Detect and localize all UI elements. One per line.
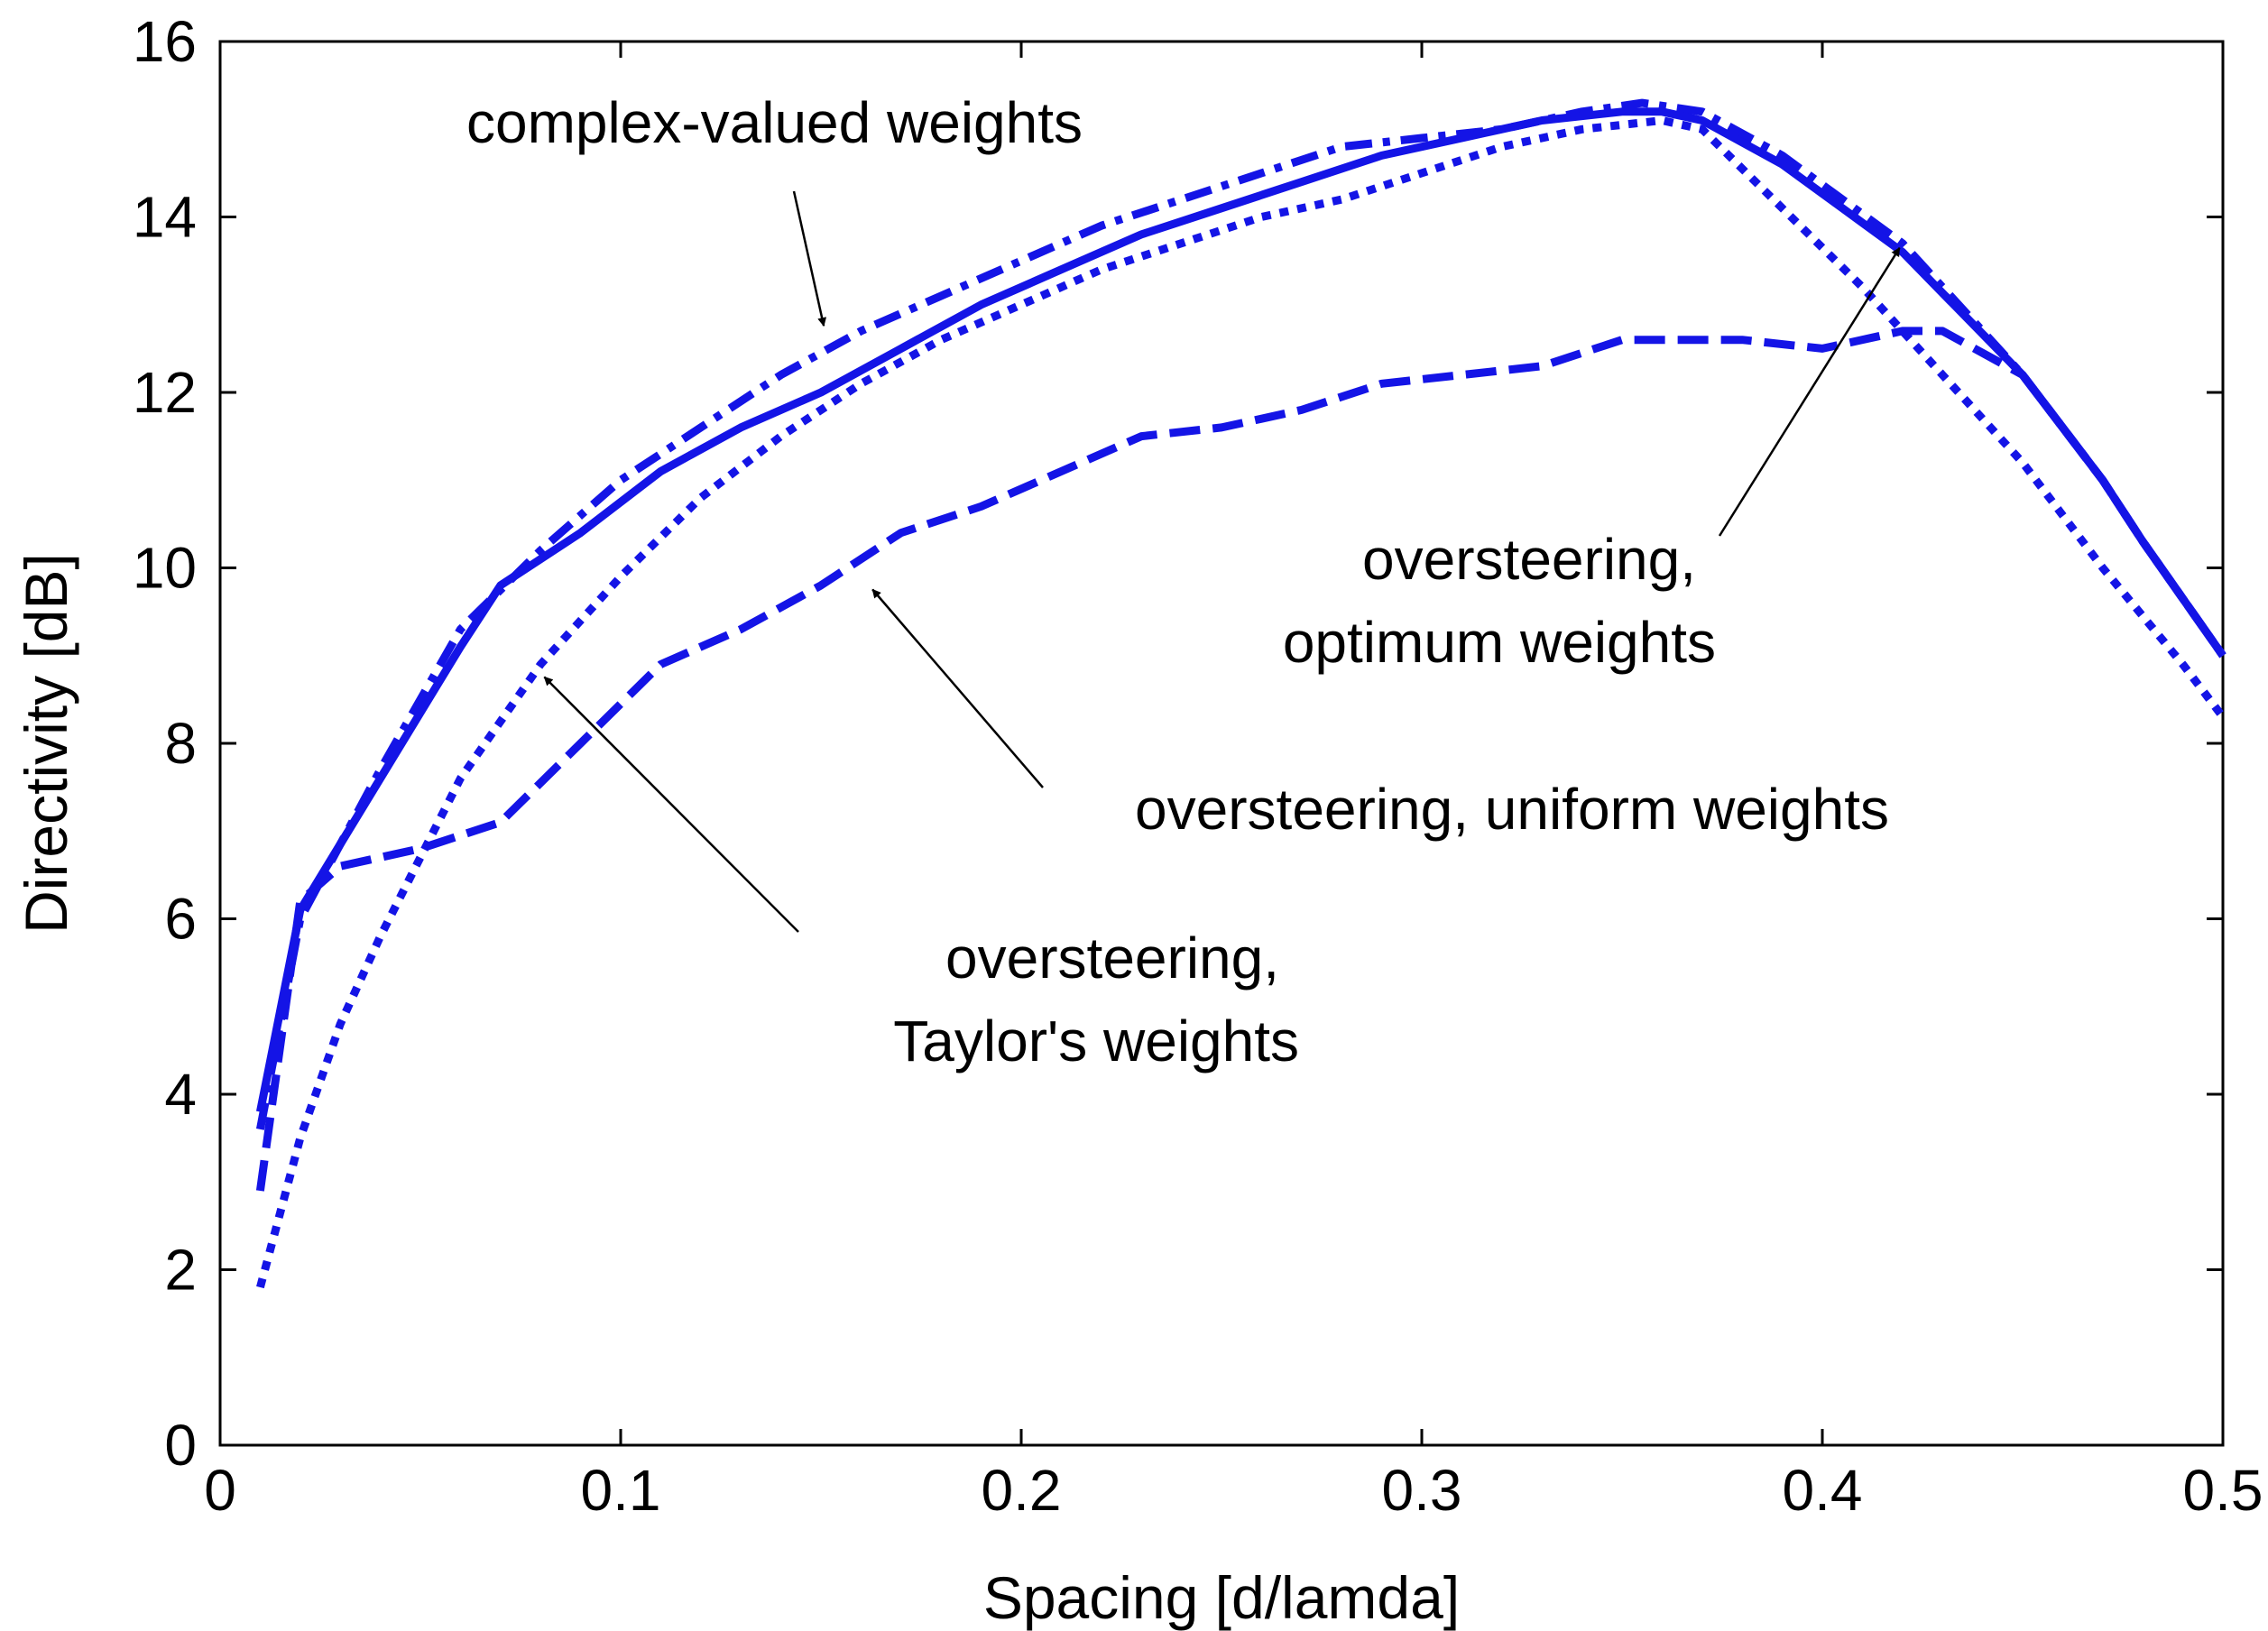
- x-tick-label: 0: [204, 1458, 236, 1523]
- annotations: complex-valued weights oversteering, optim…: [466, 90, 1901, 1074]
- y-tick-label: 8: [164, 711, 197, 776]
- x-tick-label: 0.3: [1382, 1458, 1462, 1523]
- y-tick-label: 4: [164, 1062, 197, 1127]
- annotation-arrow: [1718, 246, 1901, 537]
- y-axis-label: Directivity [dB]: [13, 553, 79, 934]
- annotation-text: oversteering, uniform weights: [1135, 777, 1889, 842]
- annotation-text: Taylor's weights: [893, 1009, 1299, 1074]
- x-axis-label: Spacing [d/lamda]: [983, 1564, 1460, 1631]
- annotation-text: complex-valued weights: [466, 90, 1083, 155]
- annotation: oversteering, Taylor's weights: [543, 676, 1299, 1074]
- y-tick-label: 10: [133, 536, 197, 601]
- series-lines: [255, 98, 2227, 1289]
- series-line-oversteering-uniform-weights: [255, 327, 2227, 1192]
- annotation-arrow: [543, 676, 799, 933]
- annotation: oversteering, uniform weights: [871, 588, 1889, 842]
- y-tick-label: 12: [133, 360, 197, 425]
- annotation-arrow: [871, 588, 1044, 788]
- y-tick-label: 6: [164, 887, 197, 952]
- annotation: oversteering, optimum weights: [1283, 246, 1901, 675]
- y-tick-label: 16: [133, 9, 197, 74]
- x-tick-label: 0.2: [982, 1458, 1062, 1523]
- annotation-text: oversteering,: [945, 926, 1279, 991]
- x-tick-label: 0.5: [2183, 1458, 2263, 1523]
- x-axis-ticks: 0 0.1 0.2 0.3 0.4 0.5: [204, 41, 2263, 1523]
- plot-frame: [218, 40, 2225, 1447]
- annotation: complex-valued weights: [466, 90, 1083, 327]
- series-line-oversteering-optimum-weights: [255, 107, 2227, 1113]
- x-tick-label: 0.1: [581, 1458, 661, 1523]
- annotation-arrow: [792, 190, 827, 327]
- annotation-text: oversteering,: [1362, 527, 1696, 592]
- series-line-complex-valued-weights: [255, 98, 2227, 1130]
- annotation-text: optimum weights: [1283, 610, 1716, 675]
- y-axis-ticks: 0 2 4 6 8 10 12 14 16: [133, 9, 2223, 1478]
- y-tick-label: 0: [164, 1413, 197, 1478]
- series-line-oversteering-taylor-s-weights: [256, 116, 2227, 1289]
- y-tick-label: 2: [164, 1238, 197, 1303]
- x-tick-label: 0.4: [1783, 1458, 1863, 1523]
- y-tick-label: 14: [133, 185, 197, 250]
